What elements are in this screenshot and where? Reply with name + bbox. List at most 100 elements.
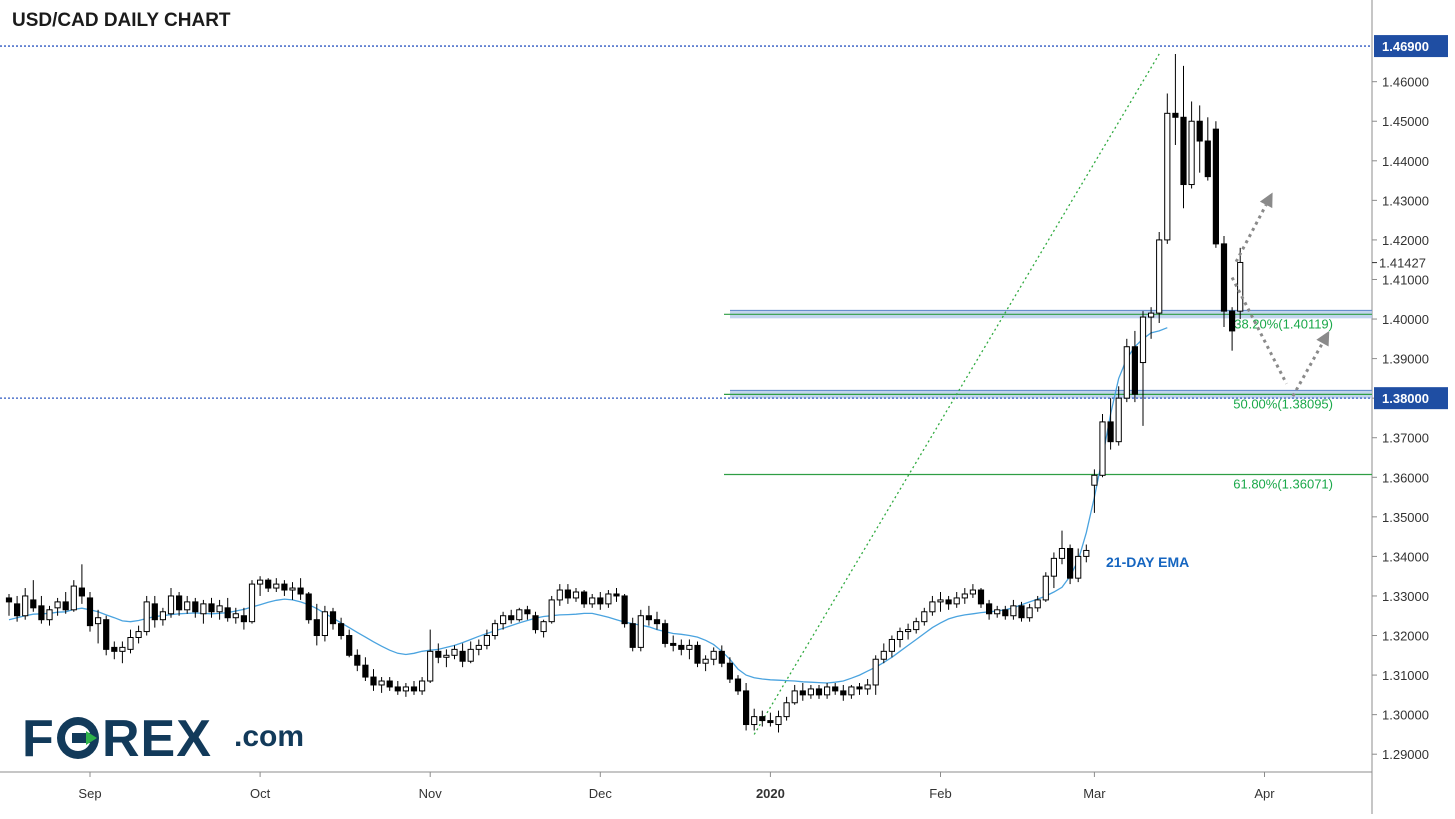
candle-body-up bbox=[905, 629, 912, 633]
candle-body-up bbox=[273, 583, 280, 589]
candle-body-down bbox=[1212, 128, 1220, 245]
candle-body-down bbox=[629, 623, 636, 648]
candle bbox=[1083, 544, 1090, 563]
candle-body-down bbox=[597, 597, 604, 605]
candle-body-up bbox=[872, 658, 879, 686]
candle-body-up bbox=[929, 601, 936, 613]
candle bbox=[184, 595, 191, 614]
candle-body-up bbox=[1042, 575, 1049, 601]
candle bbox=[759, 710, 766, 727]
candle bbox=[1156, 232, 1163, 323]
y-tick-label: 1.42000 bbox=[1382, 233, 1429, 248]
candle bbox=[1237, 247, 1244, 320]
candle bbox=[410, 681, 418, 695]
candle-body-down bbox=[832, 686, 839, 692]
candle-body-down bbox=[734, 678, 742, 692]
candle-body-up bbox=[127, 636, 134, 650]
x-tick-label: Feb bbox=[929, 786, 951, 801]
candle bbox=[524, 605, 531, 620]
candle bbox=[127, 629, 134, 654]
candle-body-up bbox=[232, 613, 239, 619]
candle bbox=[953, 592, 960, 608]
candle bbox=[208, 597, 215, 618]
candle bbox=[1058, 530, 1066, 565]
candle-body-up bbox=[1139, 316, 1147, 364]
candle bbox=[248, 580, 256, 624]
y-tick-label: 1.45000 bbox=[1382, 114, 1429, 129]
candle bbox=[913, 617, 920, 634]
candle-body-down bbox=[670, 642, 677, 646]
candle bbox=[556, 584, 563, 606]
candle-body-up bbox=[184, 601, 191, 611]
candle-body-up bbox=[686, 644, 693, 650]
trend-line bbox=[753, 53, 1160, 735]
candle-body-down bbox=[524, 609, 531, 615]
candle bbox=[435, 643, 442, 664]
candle-body-down bbox=[38, 605, 45, 621]
candle-body-down bbox=[313, 619, 320, 637]
x-tick-label: Oct bbox=[250, 786, 271, 801]
candle bbox=[362, 657, 369, 682]
candle-body-up bbox=[483, 635, 490, 646]
candle bbox=[807, 684, 814, 699]
candle-body-up bbox=[751, 716, 758, 726]
y-axis: 1.29000 1.30000 1.31000 1.32000 1.33000 1.340… bbox=[1372, 35, 1448, 762]
y-tick-label: 1.32000 bbox=[1382, 629, 1429, 644]
candle bbox=[1196, 105, 1203, 173]
candle-body-down bbox=[176, 595, 183, 611]
candle-body-up bbox=[702, 658, 709, 664]
candle bbox=[905, 623, 912, 640]
candle-body-down bbox=[14, 603, 21, 617]
candle-body-down bbox=[678, 644, 685, 650]
candle bbox=[1148, 307, 1155, 339]
candle bbox=[791, 684, 798, 705]
candle-body-up bbox=[1034, 599, 1041, 609]
candle-body-down bbox=[1229, 310, 1236, 332]
candle-body-down bbox=[459, 650, 466, 662]
candle bbox=[1050, 552, 1058, 589]
candle bbox=[637, 609, 644, 652]
candle-body-down bbox=[977, 589, 985, 605]
candle-body-up bbox=[167, 595, 175, 615]
candle bbox=[402, 682, 409, 697]
x-tick-label: Mar bbox=[1083, 786, 1106, 801]
candle-body-down bbox=[410, 686, 418, 692]
candle bbox=[281, 580, 288, 596]
candle bbox=[459, 643, 466, 668]
candle bbox=[1164, 93, 1171, 244]
candle bbox=[994, 605, 1001, 618]
candle-body-down bbox=[111, 646, 118, 652]
candle-body-up bbox=[289, 587, 296, 591]
candle bbox=[572, 588, 580, 602]
candle bbox=[1026, 603, 1033, 622]
candle-body-down bbox=[1196, 120, 1203, 142]
candle bbox=[5, 593, 13, 616]
candle bbox=[670, 635, 677, 652]
candle bbox=[516, 607, 523, 622]
candle bbox=[192, 597, 199, 618]
y-tick-label: 1.29000 bbox=[1382, 747, 1429, 762]
candle bbox=[589, 593, 596, 608]
candle-body-up bbox=[248, 583, 256, 623]
candle-body-up bbox=[807, 688, 814, 696]
candle bbox=[1180, 65, 1187, 209]
x-tick-label: Sep bbox=[78, 786, 101, 801]
candle-body-up bbox=[467, 648, 474, 662]
candle bbox=[289, 582, 296, 600]
candle bbox=[597, 592, 604, 610]
candle-body-up bbox=[888, 638, 895, 652]
candle-body-down bbox=[192, 601, 199, 613]
candle bbox=[22, 588, 29, 620]
candle-body-down bbox=[386, 680, 393, 688]
candle-body-up bbox=[548, 599, 555, 623]
candle bbox=[540, 619, 547, 638]
candle-body-up bbox=[159, 611, 167, 621]
candle-body-up bbox=[216, 605, 223, 613]
projection-arrow-3 bbox=[1291, 342, 1324, 397]
candle bbox=[297, 578, 304, 600]
candle-body-up bbox=[848, 686, 855, 696]
candle bbox=[451, 645, 458, 660]
candle-body-down bbox=[1220, 243, 1228, 312]
candle-body-down bbox=[759, 716, 766, 722]
candle-body-up bbox=[937, 599, 944, 603]
